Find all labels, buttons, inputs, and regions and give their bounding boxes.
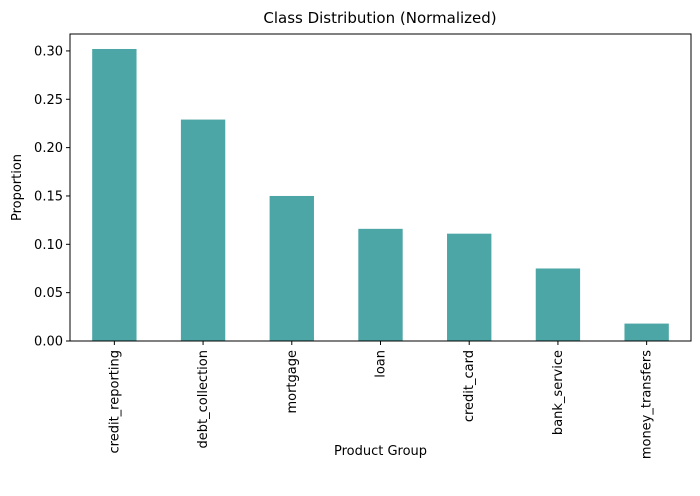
y-tick-label: 0.25: [34, 93, 63, 108]
y-tick-label: 0.10: [34, 238, 63, 253]
x-tick-label: loan: [374, 350, 389, 378]
plot-frame: [69, 33, 692, 342]
y-tick-label: 0.15: [34, 189, 63, 204]
x-axis-label: Product Group: [334, 444, 427, 459]
y-axis-label: Proportion: [10, 154, 25, 221]
y-tick-label: 0.30: [34, 44, 63, 59]
bar-debt-collection: [180, 119, 226, 341]
x-tick-label: mortgage: [285, 350, 300, 414]
x-tick-label: bank_service: [551, 350, 566, 435]
y-tick-label: 0.05: [34, 286, 63, 301]
bar-loan: [358, 228, 403, 341]
x-axis: credit_reporting debt_collection mortgage l…: [107, 341, 655, 459]
x-tick-label: debt_collection: [196, 350, 211, 448]
x-tick-label: money_transfers: [640, 350, 655, 459]
bar-mortgage: [269, 195, 314, 341]
bar-credit-card: [447, 233, 492, 341]
bars-group: [92, 48, 669, 342]
y-axis: 0.00 0.05 0.10 0.15 0.20 0.25 0.30: [34, 44, 70, 350]
bar-credit-reporting: [92, 48, 137, 342]
y-tick-label: 0.00: [34, 335, 63, 350]
chart-title: Class Distribution (Normalized): [263, 9, 496, 27]
x-tick-label: credit_reporting: [107, 350, 122, 453]
bar-money-transfers: [624, 323, 669, 341]
x-tick-label: credit_card: [462, 350, 477, 422]
y-tick-label: 0.20: [34, 141, 63, 156]
bar-bank-service: [535, 268, 581, 341]
